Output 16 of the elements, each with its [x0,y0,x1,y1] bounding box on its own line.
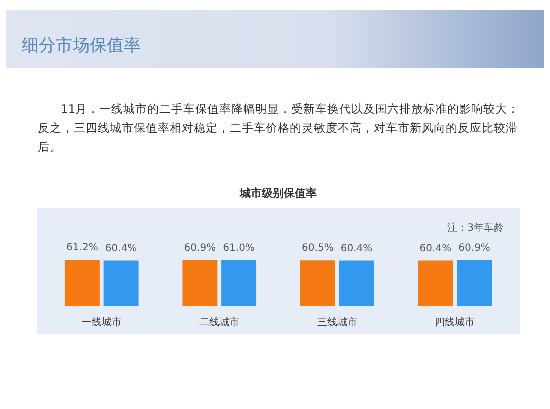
chart-title: 城市级别保值率 [238,186,318,201]
x-tick-label: 三线城市 [317,316,358,329]
x-tick-label: 四线城市 [435,316,476,329]
x-tick-label: 二线城市 [200,316,240,329]
text: 注：3年车龄 [448,222,504,235]
data-label: 61.0% [223,242,255,254]
data-label: 60.5% [302,243,334,254]
data-label: 60.4% [105,243,138,254]
data-label: 61.2% [66,242,98,254]
chart-subtitle: 11月，一线城市的二手车保值率降幅明显，受新车换代以及国六排放标准的影响较大；反之，三四线城市保值率相对稳定，二手车价格的灵敏度不高，对车市新风向的反应比较滞后。 [38,101,520,156]
text: 细分市场保值率 [22,35,141,57]
data-label: 60.9% [458,242,490,254]
data-label: 60.9% [184,242,216,254]
x-tick-label: 一线城市 [82,316,122,329]
data-label: 60.4% [420,243,452,254]
data-label: 60.4% [340,243,373,254]
